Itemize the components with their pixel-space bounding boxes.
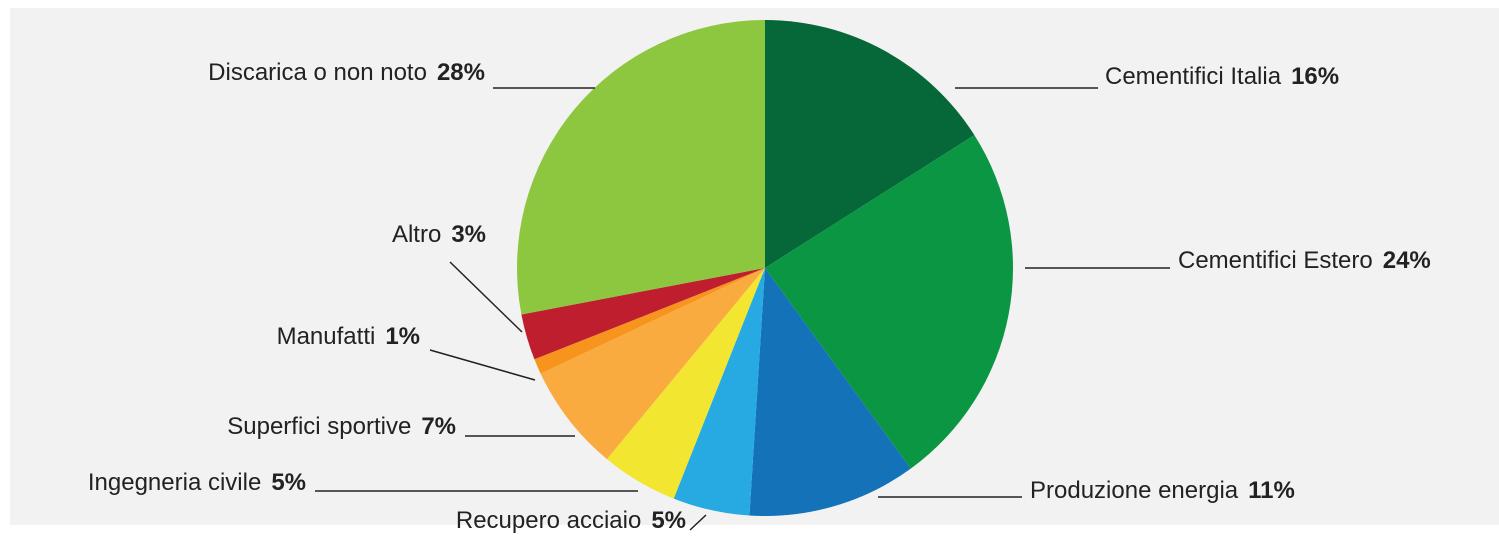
category-name: Cementifici Italia (1105, 63, 1282, 90)
value-label: 28% (437, 59, 485, 86)
leader-line (689, 514, 707, 531)
pie-slice (517, 20, 765, 315)
slice-label: Cementifici Italia 16% (1105, 63, 1339, 90)
pie-slice (673, 268, 765, 516)
pie-slice (521, 268, 765, 360)
value-label: 3% (451, 221, 486, 248)
value-label: 5% (651, 507, 686, 534)
value-label: 5% (271, 469, 306, 496)
value-label: 7% (421, 413, 456, 440)
category-name: Cementifici Estero (1178, 247, 1373, 274)
slice-label: Produzione energia 11% (1030, 477, 1295, 504)
category-name: Produzione energia (1030, 477, 1239, 504)
category-name: Recupero acciaio (456, 507, 641, 534)
pie-slice (749, 268, 911, 516)
slice-label: Cementifici Estero 24% (1178, 247, 1431, 274)
pie-slice (765, 135, 1013, 469)
slice-label: Altro 3% (392, 221, 486, 248)
slice-label: Ingegneria civile 5% (88, 469, 306, 496)
value-label: 11% (1248, 477, 1295, 504)
pie-slice (534, 268, 765, 374)
category-name: Discarica o non noto (208, 59, 427, 86)
slice-label: Manufatti 1% (277, 323, 420, 350)
value-label: 1% (385, 323, 420, 350)
slice-label: Recupero acciaio 5% (456, 507, 686, 534)
category-name: Ingegneria civile (88, 469, 261, 496)
slice-label: Discarica o non noto 28% (208, 59, 485, 86)
category-name: Manufatti (277, 323, 376, 350)
value-label: 24% (1383, 247, 1431, 274)
value-label: 16% (1291, 63, 1339, 90)
pie-slice (765, 20, 975, 268)
leader-line (429, 349, 536, 381)
pie-slice (606, 268, 765, 499)
category-name: Altro (392, 221, 441, 248)
category-name: Superfici sportive (227, 413, 411, 440)
slice-label: Superfici sportive 7% (227, 413, 456, 440)
pie-slice (540, 268, 765, 460)
leader-line (449, 261, 523, 333)
